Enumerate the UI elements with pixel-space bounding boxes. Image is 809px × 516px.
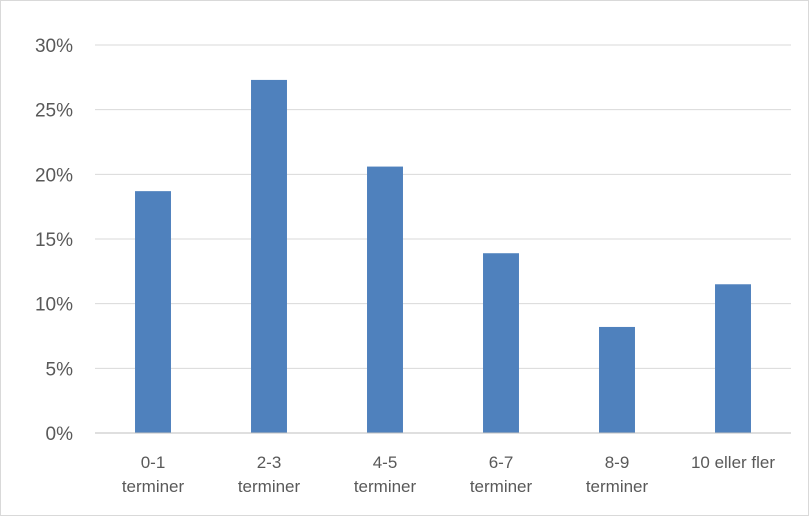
y-tick-label: 30% bbox=[35, 36, 73, 57]
gridlines bbox=[95, 44, 791, 369]
y-tick-label: 15% bbox=[35, 230, 73, 251]
bar bbox=[135, 191, 171, 433]
bar bbox=[251, 79, 287, 434]
y-tick-label: 10% bbox=[35, 295, 73, 316]
x-tick-label: 4-5 terminer bbox=[354, 453, 417, 496]
y-axis-tick-labels: 0% 5% 10% 15% 20% 25% 30% bbox=[35, 36, 73, 445]
x-tick-label: 2-3 terminer bbox=[238, 453, 301, 496]
bar bbox=[715, 284, 751, 433]
y-tick-label: 20% bbox=[35, 165, 73, 186]
x-tick-label: 10 eller fler bbox=[691, 453, 775, 472]
bar bbox=[599, 326, 635, 433]
x-tick-label: 8-9 terminer bbox=[586, 453, 649, 496]
x-tick-label: 6-7 terminer bbox=[470, 453, 533, 496]
y-tick-label: 0% bbox=[46, 424, 74, 445]
x-axis-category-labels: 0-1 terminer 2-3 terminer 4-5 terminer 6-7 term… bbox=[122, 453, 776, 496]
bar bbox=[367, 166, 403, 433]
x-tick-label: 0-1 terminer bbox=[122, 453, 185, 496]
bar bbox=[483, 253, 519, 433]
y-tick-label: 25% bbox=[35, 101, 73, 122]
y-tick-label: 5% bbox=[46, 359, 74, 380]
bars bbox=[135, 79, 751, 434]
